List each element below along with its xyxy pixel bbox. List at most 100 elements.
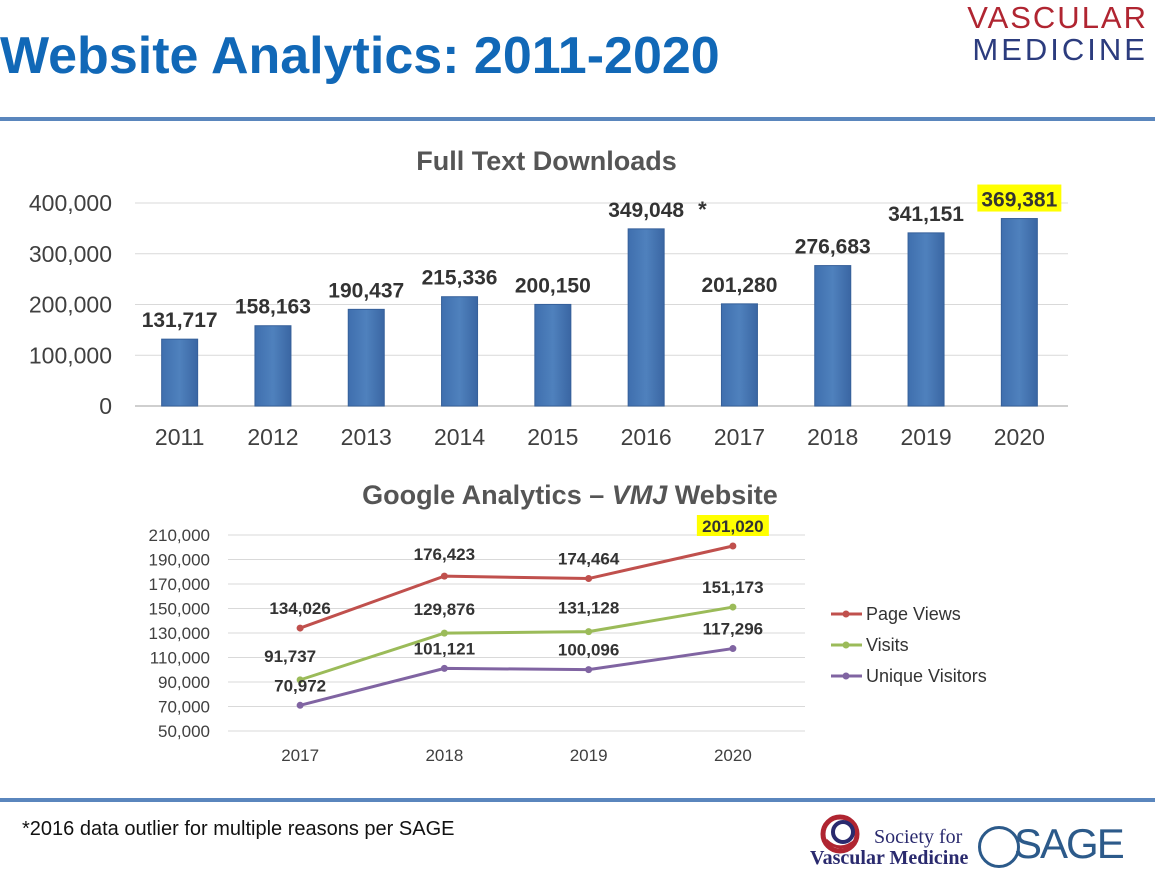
y-tick-label: 0 bbox=[99, 393, 112, 419]
data-label: 131,128 bbox=[558, 599, 619, 618]
legend-marker bbox=[842, 610, 850, 618]
series-point bbox=[729, 542, 737, 550]
bar-2012 bbox=[254, 325, 292, 407]
bar-2014 bbox=[441, 296, 479, 407]
data-label-2020: 369,381 bbox=[981, 189, 1057, 212]
x-tick-label: 2016 bbox=[621, 424, 672, 450]
y-tick-label: 170,000 bbox=[149, 575, 210, 594]
svm-logo-line-2: Vascular Medicine bbox=[810, 847, 969, 869]
data-label: 176,423 bbox=[414, 545, 475, 564]
series-point bbox=[440, 629, 448, 637]
bar-2016 bbox=[627, 228, 665, 407]
series-point bbox=[440, 664, 448, 672]
data-label-2018: 276,683 bbox=[795, 236, 871, 259]
legend-label: Visits bbox=[866, 635, 909, 655]
data-label-2013: 190,437 bbox=[328, 279, 404, 302]
line-chart-title-suffix: Website bbox=[667, 480, 778, 510]
data-label-2011: 131,717 bbox=[142, 309, 218, 332]
chart-title: Full Text Downloads bbox=[416, 146, 677, 176]
y-tick-label: 210,000 bbox=[149, 526, 210, 545]
data-label: 134,026 bbox=[269, 599, 330, 618]
bar-2015 bbox=[534, 303, 572, 407]
data-label-2012: 158,163 bbox=[235, 296, 311, 319]
series-point bbox=[296, 701, 304, 709]
vascular-medicine-logo: VASCULAR MEDICINE bbox=[967, 2, 1148, 66]
x-tick-label: 2015 bbox=[527, 424, 578, 450]
y-tick-label: 90,000 bbox=[158, 673, 210, 692]
bar-2018 bbox=[814, 265, 852, 407]
y-tick-label: 70,000 bbox=[158, 698, 210, 717]
y-tick-label: 100,000 bbox=[29, 342, 112, 368]
data-label: 117,296 bbox=[703, 620, 764, 639]
series-point bbox=[440, 572, 448, 580]
sage-logo: SAGE bbox=[1014, 820, 1125, 867]
line-chart-title-prefix: Google Analytics – bbox=[362, 480, 612, 510]
data-label-2019: 341,151 bbox=[888, 203, 964, 226]
y-tick-label: 150,000 bbox=[149, 600, 210, 619]
slide-title: Website Analytics: 2011-2020 bbox=[0, 27, 720, 85]
bar-2017 bbox=[720, 303, 758, 407]
svm-logo-line-1: Society for bbox=[874, 826, 963, 848]
outlier-asterisk: * bbox=[698, 197, 707, 222]
series-point bbox=[296, 624, 304, 632]
logo-line-2: MEDICINE bbox=[972, 32, 1148, 67]
legend-marker bbox=[842, 672, 850, 680]
bar-2020 bbox=[1000, 218, 1038, 407]
y-tick-label: 200,000 bbox=[29, 292, 112, 318]
series-point bbox=[729, 603, 737, 611]
series-line-0 bbox=[299, 544, 734, 630]
data-label-2016: 349,048 bbox=[608, 199, 684, 222]
bottom-divider bbox=[0, 798, 1155, 802]
x-tick-label: 2019 bbox=[570, 746, 608, 765]
x-tick-label: 2020 bbox=[714, 746, 752, 765]
x-tick-label: 2012 bbox=[247, 424, 298, 450]
data-label: 101,121 bbox=[414, 639, 475, 658]
x-tick-label: 2019 bbox=[900, 424, 951, 450]
series-point bbox=[296, 676, 304, 684]
data-label-2015: 200,150 bbox=[515, 274, 591, 297]
svm-emblem-icon bbox=[820, 814, 860, 854]
series-point bbox=[585, 575, 593, 583]
bar-2013 bbox=[347, 308, 385, 407]
data-label: 70,972 bbox=[274, 676, 326, 695]
line-chart-title: Google Analytics – VMJ Website bbox=[362, 480, 778, 510]
x-tick-label: 2017 bbox=[281, 746, 319, 765]
legend-label: Page Views bbox=[866, 604, 961, 624]
series-line-1 bbox=[299, 605, 734, 682]
series-line-2 bbox=[299, 647, 734, 707]
y-tick-label: 110,000 bbox=[150, 649, 210, 668]
y-tick-label: 50,000 bbox=[158, 722, 210, 741]
bar-2019 bbox=[907, 232, 945, 407]
series-point bbox=[585, 666, 593, 674]
bar-2011 bbox=[161, 338, 199, 407]
x-tick-label: 2017 bbox=[714, 424, 765, 450]
y-tick-label: 190,000 bbox=[149, 551, 210, 570]
data-label: 151,173 bbox=[702, 578, 763, 597]
series-point bbox=[729, 645, 737, 653]
logo-line-1: VASCULAR bbox=[967, 0, 1148, 35]
y-tick-label: 300,000 bbox=[29, 241, 112, 267]
y-tick-label: 400,000 bbox=[29, 190, 112, 216]
series-point bbox=[585, 628, 593, 636]
highlight-box bbox=[696, 515, 769, 537]
x-tick-label: 2018 bbox=[425, 746, 463, 765]
x-tick-label: 2018 bbox=[807, 424, 858, 450]
top-divider bbox=[0, 117, 1155, 121]
full-text-downloads-chart: Full Text Downloads 0 100,000 200,000 300,00… bbox=[29, 146, 1068, 450]
data-label: 100,096 bbox=[558, 641, 619, 660]
x-tick-label: 2020 bbox=[994, 424, 1045, 450]
data-label-2014: 215,336 bbox=[422, 267, 498, 290]
legend-marker bbox=[842, 641, 850, 649]
line-chart-title-italic: VMJ bbox=[612, 480, 669, 510]
data-label: 174,464 bbox=[558, 550, 620, 569]
sage-emblem-icon bbox=[978, 826, 1020, 868]
google-analytics-chart: Google Analytics – VMJ Website 50,000 70,0… bbox=[149, 480, 987, 765]
x-tick-label: 2011 bbox=[155, 424, 204, 450]
data-label: 91,737 bbox=[264, 647, 316, 666]
x-tick-label: 2013 bbox=[341, 424, 392, 450]
data-label-2017: 201,280 bbox=[701, 274, 777, 297]
data-label: 129,876 bbox=[414, 600, 475, 619]
y-tick-label: 130,000 bbox=[149, 624, 210, 643]
highlight-box bbox=[977, 184, 1062, 212]
x-tick-label: 2014 bbox=[434, 424, 485, 450]
